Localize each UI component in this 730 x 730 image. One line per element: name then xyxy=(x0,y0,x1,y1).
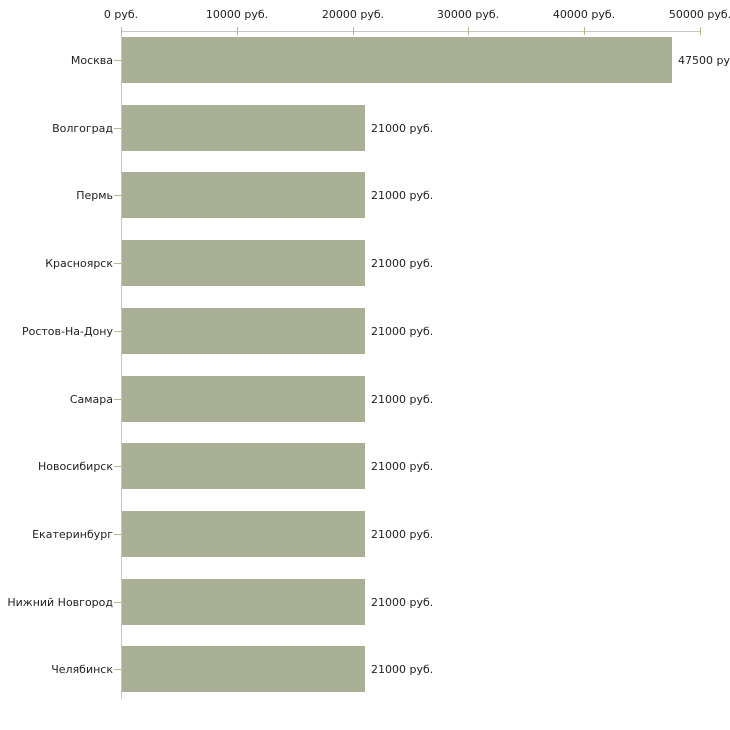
bar-value-label: 21000 руб. xyxy=(371,527,434,541)
category-tick-mark xyxy=(114,466,121,467)
bar-value-label: 47500 руб. xyxy=(678,53,730,67)
bar xyxy=(122,37,672,83)
bar xyxy=(122,646,365,692)
category-label: Нижний Новгород xyxy=(7,595,113,609)
bar-value-label: 21000 руб. xyxy=(371,324,434,338)
category-label: Самара xyxy=(69,392,113,406)
category-label: Новосибирск xyxy=(37,459,113,473)
bar xyxy=(122,443,365,489)
x-axis-line xyxy=(121,31,701,32)
x-axis-tick-label: 40000 руб. xyxy=(552,8,616,21)
category-tick-mark xyxy=(114,331,121,332)
category-label: Москва xyxy=(70,53,113,67)
x-axis-tick-mark xyxy=(700,27,701,35)
category-label: Екатеринбург xyxy=(32,527,113,541)
category-tick-mark xyxy=(114,534,121,535)
x-axis-tick-mark xyxy=(121,27,122,35)
x-axis-tick-mark xyxy=(353,27,354,35)
bar-value-label: 21000 руб. xyxy=(371,392,434,406)
bar-value-label: 21000 руб. xyxy=(371,662,434,676)
category-tick-mark xyxy=(114,195,121,196)
bar xyxy=(122,308,365,354)
category-label: Ростов-На-Дону xyxy=(21,324,113,338)
category-tick-mark xyxy=(114,128,121,129)
category-label: Волгоград xyxy=(52,121,113,135)
category-tick-mark xyxy=(114,60,121,61)
y-axis-line xyxy=(121,31,122,699)
x-axis-tick-mark xyxy=(237,27,238,35)
bar-value-label: 21000 руб. xyxy=(371,121,434,135)
x-axis-tick-label: 0 руб. xyxy=(103,8,139,21)
category-tick-mark xyxy=(114,263,121,264)
bar xyxy=(122,376,365,422)
bar xyxy=(122,172,365,218)
category-label: Красноярск xyxy=(45,256,113,270)
category-label: Пермь xyxy=(76,188,113,202)
x-axis-tick-label: 30000 руб. xyxy=(436,8,500,21)
bar xyxy=(122,511,365,557)
x-axis-tick-mark xyxy=(584,27,585,35)
category-tick-mark xyxy=(114,399,121,400)
bar-value-label: 21000 руб. xyxy=(371,595,434,609)
bar xyxy=(122,579,365,625)
bar-value-label: 21000 руб. xyxy=(371,188,434,202)
bar-value-label: 21000 руб. xyxy=(371,459,434,473)
bar xyxy=(122,240,365,286)
x-axis-tick-mark xyxy=(468,27,469,35)
bar-value-label: 21000 руб. xyxy=(371,256,434,270)
category-tick-mark xyxy=(114,669,121,670)
x-axis-tick-label: 20000 руб. xyxy=(321,8,385,21)
bar xyxy=(122,105,365,151)
x-axis-tick-label: 10000 руб. xyxy=(205,8,269,21)
category-tick-mark xyxy=(114,602,121,603)
x-axis-tick-label: 50000 руб. xyxy=(668,8,730,21)
category-label: Челябинск xyxy=(51,662,113,676)
